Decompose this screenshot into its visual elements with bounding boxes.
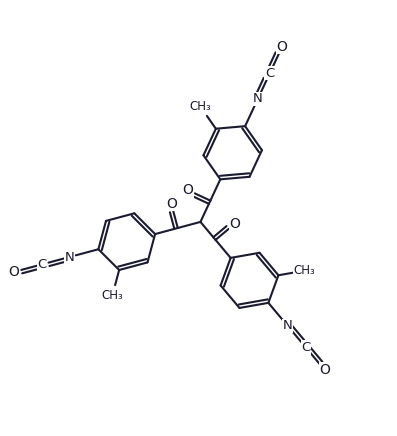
Text: O: O <box>182 183 193 197</box>
Text: O: O <box>8 265 19 279</box>
Text: N: N <box>283 320 293 332</box>
Text: C: C <box>265 67 274 80</box>
Text: O: O <box>229 217 240 231</box>
Text: N: N <box>253 92 263 106</box>
Text: O: O <box>319 363 330 377</box>
Text: N: N <box>64 251 74 263</box>
Text: CH₃: CH₃ <box>101 289 123 302</box>
Text: C: C <box>37 258 47 271</box>
Text: CH₃: CH₃ <box>294 264 316 277</box>
Text: CH₃: CH₃ <box>190 100 212 113</box>
Text: O: O <box>277 40 287 54</box>
Text: C: C <box>301 341 310 354</box>
Text: O: O <box>166 197 177 211</box>
